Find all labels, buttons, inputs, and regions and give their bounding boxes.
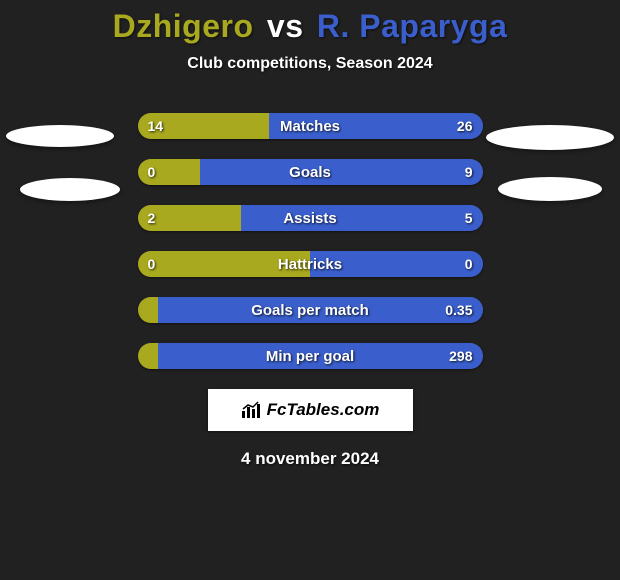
stat-bar-right-fill	[158, 343, 482, 369]
stat-bar-row: Hattricks00	[138, 251, 483, 277]
brand-text: FcTables.com	[267, 400, 380, 420]
date-label: 4 november 2024	[0, 449, 620, 469]
stat-bar-row: Assists25	[138, 205, 483, 231]
stat-bar-left-fill	[138, 343, 159, 369]
stat-bar-left-fill	[138, 113, 269, 139]
stats-bars: Matches1426 Goals09 Assists25 Hattricks00 Go…	[138, 113, 483, 369]
avatar-ellipse	[20, 178, 120, 201]
stat-bar-right-fill	[241, 205, 483, 231]
stat-bar-left-fill	[138, 205, 242, 231]
subtitle: Club competitions, Season 2024	[0, 55, 620, 73]
comparison-title: Dzhigero vs R. Paparyga	[0, 0, 620, 45]
player1-name: Dzhigero	[113, 8, 254, 44]
brand-badge: FcTables.com	[208, 389, 413, 431]
stat-bar-row: Goals09	[138, 159, 483, 185]
stat-bar-right-fill	[269, 113, 483, 139]
player2-name: R. Paparyga	[317, 8, 507, 44]
stat-bar-left-fill	[138, 159, 200, 185]
vs-label: vs	[267, 8, 304, 44]
stat-bar-row: Min per goal298	[138, 343, 483, 369]
avatar-ellipse	[6, 125, 114, 147]
stat-bar-right-fill	[158, 297, 482, 323]
stat-bar-left-fill	[138, 251, 311, 277]
avatar-ellipse	[486, 125, 614, 150]
stat-bar-left-fill	[138, 297, 159, 323]
stat-bar-right-fill	[310, 251, 483, 277]
avatar-ellipse	[498, 177, 602, 201]
brand-chart-icon	[241, 401, 263, 419]
stat-bar-row: Goals per match0.35	[138, 297, 483, 323]
stat-bar-row: Matches1426	[138, 113, 483, 139]
stat-bar-right-fill	[200, 159, 483, 185]
